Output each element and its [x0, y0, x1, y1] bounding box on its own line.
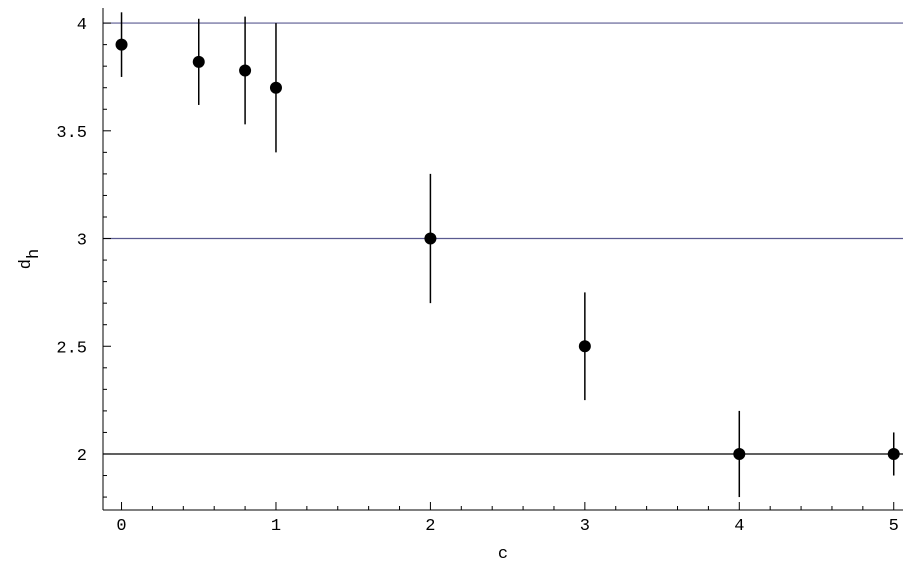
y-axis-title-main: d: [17, 259, 36, 269]
x-tick-label: 3: [580, 517, 590, 536]
data-point: [733, 447, 746, 460]
y-tick-label: 2.5: [56, 339, 87, 358]
data-point: [192, 55, 205, 68]
data-point: [239, 64, 252, 77]
data-point: [115, 38, 128, 51]
data-point: [887, 447, 900, 460]
y-tick-label: 2: [77, 447, 87, 466]
y-axis-title-subscript: h: [25, 249, 44, 259]
x-tick-label: 2: [425, 517, 435, 536]
x-tick-label: 0: [116, 517, 126, 536]
error-bars: [120, 12, 895, 498]
y-tick-label: 4: [77, 16, 87, 35]
y-axis-title: dh: [17, 249, 44, 269]
data-point: [424, 232, 437, 245]
data-point: [269, 81, 282, 94]
x-tick-label: 1: [271, 517, 281, 536]
x-tick-label: 4: [734, 517, 744, 536]
axes: [102, 8, 903, 511]
y-tick-label: 3: [77, 232, 87, 251]
data-point: [578, 340, 591, 353]
x-axis-title: c: [498, 545, 508, 564]
x-tick-label: 5: [889, 517, 899, 536]
reference-lines: [103, 22, 903, 455]
y-tick-label: 3.5: [56, 124, 87, 143]
data-points: [115, 38, 900, 460]
tick-labels: 0 1 2 3 4 5 2 2.5 3 3.5 4: [56, 16, 898, 536]
